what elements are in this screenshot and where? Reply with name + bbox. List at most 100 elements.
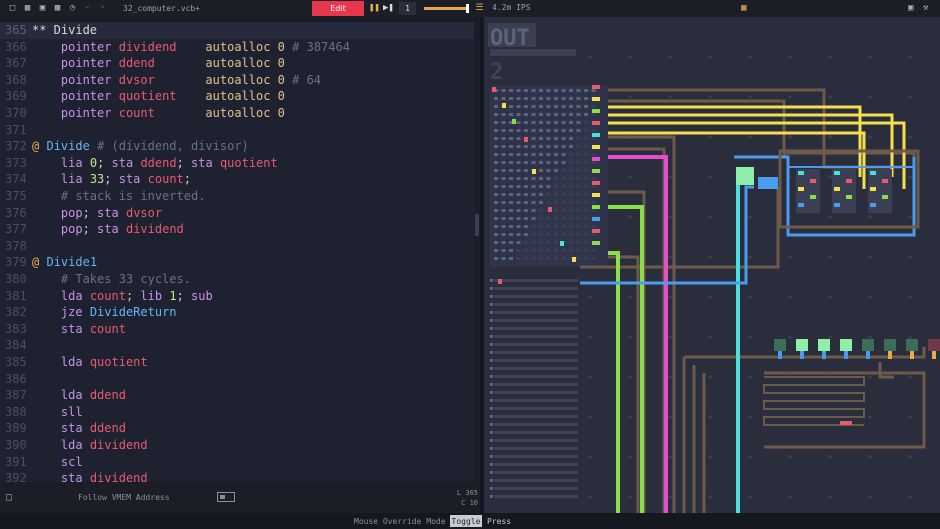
code-line[interactable]: 368 pointer dvsor autoalloc 0 # 64 xyxy=(0,72,474,89)
code-line[interactable]: 391 scl xyxy=(0,454,474,471)
press-mode-button[interactable]: Press xyxy=(487,517,512,526)
grid-dot xyxy=(788,455,792,459)
grid-dot xyxy=(748,95,752,99)
line-number: 371 xyxy=(5,122,27,137)
register-cluster xyxy=(758,149,920,229)
memory-cell xyxy=(516,105,521,108)
speed-slider[interactable] xyxy=(424,7,468,10)
code-line[interactable]: 384 xyxy=(0,337,474,354)
code-line[interactable]: 382 jze DivideReturn xyxy=(0,304,474,321)
pause-icon[interactable]: ❚❚ xyxy=(369,3,380,13)
step-icon[interactable]: ▶❚ xyxy=(383,3,394,13)
follow-vmem-toggle[interactable] xyxy=(217,492,235,502)
memory-cell xyxy=(531,233,536,236)
code-line[interactable]: 386 xyxy=(0,371,474,388)
code-line[interactable]: 380 # Takes 33 cycles. xyxy=(0,271,474,288)
memory-cell xyxy=(584,217,588,220)
editor-scrollbar-thumb[interactable] xyxy=(475,214,479,236)
memory-cell xyxy=(584,185,588,188)
memory-cell xyxy=(509,217,513,220)
panel-divider[interactable] xyxy=(480,17,484,513)
memory-cell xyxy=(591,233,596,236)
speed-slider-fill xyxy=(424,7,468,10)
open-folder-icon[interactable]: ▦ xyxy=(24,3,31,13)
memory-cell xyxy=(584,97,588,100)
code-line[interactable]: 365 ** Divide xyxy=(0,22,474,39)
speed-slider-handle[interactable] xyxy=(466,4,469,13)
memory-cell xyxy=(546,161,551,164)
code-line[interactable]: 390 lda dividend xyxy=(0,437,474,454)
layers-icon[interactable]: ☰ xyxy=(475,3,484,13)
code-line[interactable]: 375 # stack is inverted. xyxy=(0,188,474,205)
bookmark-icon[interactable]: □ xyxy=(6,492,13,503)
memory-cell xyxy=(539,161,543,164)
edit-button[interactable]: Edit xyxy=(312,1,364,16)
undo-icon[interactable]: ↶ xyxy=(84,3,91,13)
grid-dot xyxy=(828,175,832,179)
memory-cell xyxy=(509,145,513,148)
code-line[interactable]: 371 xyxy=(0,122,474,139)
memory-row-cap xyxy=(490,319,493,322)
toggle-mode-button[interactable]: Toggle xyxy=(450,515,482,527)
code-line[interactable]: 387 lda ddend xyxy=(0,387,474,404)
grid-dot xyxy=(828,495,832,499)
memory-cell xyxy=(576,137,581,140)
memory-row-cap xyxy=(490,287,493,290)
editor-scrollbar[interactable] xyxy=(474,22,480,482)
led-stem xyxy=(888,351,892,359)
memory-cell xyxy=(524,105,528,108)
code-line[interactable]: 388 sll xyxy=(0,404,474,421)
code-line[interactable]: 376 pop; sta dvsor xyxy=(0,205,474,222)
save-icon[interactable]: ▣ xyxy=(39,3,46,13)
code-line[interactable]: 377 pop; sta dividend xyxy=(0,221,474,238)
wrench-icon[interactable]: ⚒ xyxy=(923,3,929,13)
memory-cell xyxy=(584,249,588,252)
memory-cell xyxy=(524,89,528,92)
memory-cell xyxy=(569,97,573,100)
save-as-icon[interactable]: ▩ xyxy=(54,3,61,13)
code-line[interactable]: 389 sta ddend xyxy=(0,420,474,437)
step-count-field[interactable]: 1 xyxy=(399,2,416,15)
code-line[interactable]: 385 lda quotient xyxy=(0,354,474,371)
memory-cell xyxy=(539,129,543,132)
code-line[interactable]: 366 pointer dividend autoalloc 0 # 38746… xyxy=(0,39,474,56)
memory-row-cap xyxy=(490,415,493,418)
editor-footer: □ Follow VMEM Address L 365 C 10 xyxy=(0,483,480,513)
memory-row xyxy=(494,391,578,394)
circuit-drawing[interactable]: OUT 2 xyxy=(484,17,940,513)
memory-row xyxy=(494,495,578,498)
code-line[interactable]: 367 pointer ddend autoalloc 0 xyxy=(0,55,474,72)
circuit-canvas[interactable]: OUT 2 xyxy=(484,17,940,513)
code-line[interactable]: 381 lda count; lib 1; sub xyxy=(0,288,474,305)
cursor-position: L 365 C 10 xyxy=(456,488,478,508)
memory-cell xyxy=(494,249,498,252)
code-line[interactable]: 392 sta dividend xyxy=(0,470,474,482)
code-line[interactable]: 379 @ Divide1 xyxy=(0,254,474,271)
memory-cell xyxy=(561,113,566,116)
grid-icon[interactable]: ▦ xyxy=(741,3,747,13)
history-icon[interactable]: ◷ xyxy=(69,3,76,13)
code-line[interactable]: 373 lia 0; sta ddend; sta quotient xyxy=(0,155,474,172)
memory-cell xyxy=(584,169,588,172)
assembly-code-editor[interactable]: 365 ** Divide 366 pointer dividend autoall… xyxy=(0,22,480,482)
code-line[interactable]: 372 @ Divide # (dividend, divisor) xyxy=(0,138,474,155)
memory-cell xyxy=(531,129,536,132)
redo-icon[interactable]: ↷ xyxy=(99,3,106,13)
code-line[interactable]: 369 pointer quotient autoalloc 0 xyxy=(0,88,474,105)
code-line[interactable]: 374 lia 33; sta count; xyxy=(0,171,474,188)
memory-row xyxy=(494,407,578,410)
memory-cell xyxy=(509,193,513,196)
code-line[interactable]: 378 xyxy=(0,238,474,255)
memory-output-pin xyxy=(592,85,600,89)
new-file-icon[interactable]: □ xyxy=(9,3,16,13)
memory-cell xyxy=(546,137,551,140)
code-text: pointer dividend autoalloc 0 # 387464 xyxy=(60,39,350,54)
line-number: 377 xyxy=(5,222,27,237)
line-number: 369 xyxy=(5,89,27,104)
save-icon[interactable]: ▣ xyxy=(908,3,914,13)
code-line[interactable]: 383 sta count xyxy=(0,321,474,338)
code-line[interactable]: 370 pointer count autoalloc 0 xyxy=(0,105,474,122)
register-bit xyxy=(846,195,852,199)
memory-cell xyxy=(584,129,588,132)
memory-cell xyxy=(576,241,581,244)
